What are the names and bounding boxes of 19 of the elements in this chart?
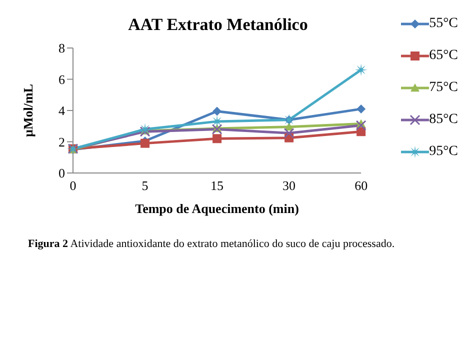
y-tick-label: 2 xyxy=(58,134,65,150)
x-tick-label: 15 xyxy=(210,178,224,194)
x-tick-label: 5 xyxy=(142,178,148,194)
y-tick-label: 6 xyxy=(58,72,66,87)
legend-label: 65°C xyxy=(429,48,458,64)
x-axis-title: Tempo de Aquecimento (min) xyxy=(135,201,299,216)
legend-label: 75°C xyxy=(429,80,458,96)
chart-title: AAT Extrato Metanólico xyxy=(128,15,308,34)
legend-label: 85°C xyxy=(429,112,458,128)
y-tick-label: 8 xyxy=(58,40,65,56)
text: Figura 2 Atividade antioxidante do extrato metanólico do suco de caju processado. xyxy=(28,238,396,250)
y-tick-label: 4 xyxy=(58,103,66,118)
legend-label: 95°C xyxy=(429,144,458,160)
legend-label: 55°C xyxy=(429,16,458,32)
x-tick-label: 30 xyxy=(282,178,296,194)
x-tick-label: 60 xyxy=(354,178,368,194)
y-axis-title: µMol/mL xyxy=(20,84,36,137)
x-tick-label: 0 xyxy=(70,178,76,194)
y-tick-label: 0 xyxy=(58,166,65,181)
